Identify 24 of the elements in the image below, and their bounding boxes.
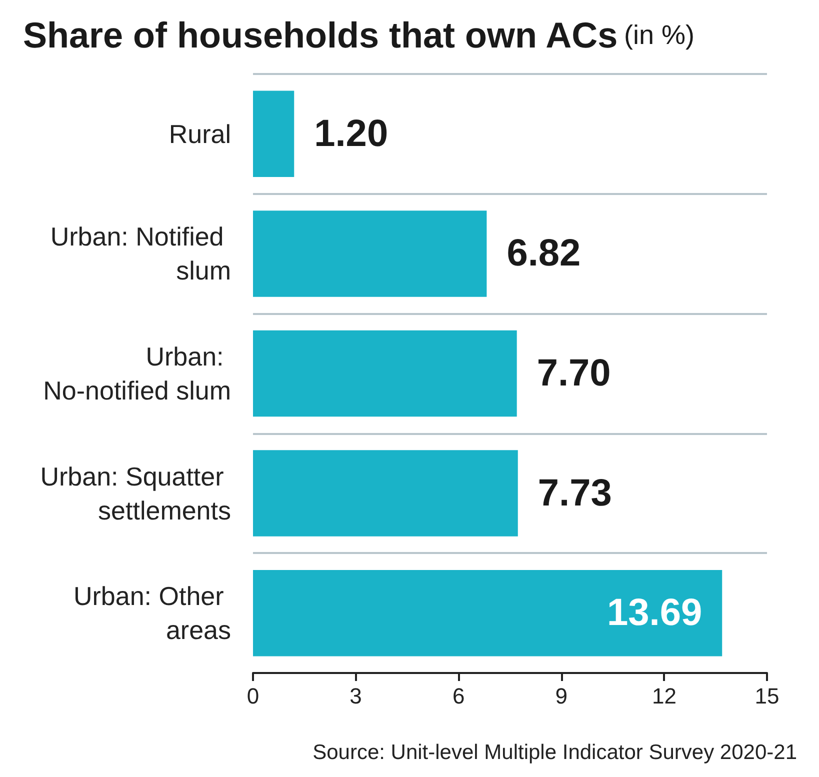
y-tick-label: Urban: No-notified slum — [43, 342, 231, 406]
data-label: 13.69 — [607, 592, 702, 634]
bar — [253, 570, 722, 656]
data-label: 7.73 — [538, 472, 612, 514]
y-tick-label: Rural — [168, 118, 231, 149]
data-label: 6.82 — [506, 232, 581, 275]
bar — [253, 450, 518, 536]
x-tick-label: 0 — [246, 684, 260, 708]
source-note: Source: Unit-level Multiple Indicator Survey 2020-21 — [312, 741, 797, 764]
y-tick-label: Urban: Squatter settlements — [40, 461, 231, 526]
bar — [253, 330, 517, 417]
y-tick-label: Urban: Other areas — [73, 581, 231, 646]
chart-subtitle: (in %) — [624, 20, 695, 50]
bar — [253, 90, 294, 178]
x-tick-label: 12 — [652, 684, 676, 708]
bar — [253, 210, 487, 297]
data-label: 1.20 — [314, 112, 388, 155]
x-tick-label: 6 — [452, 684, 465, 708]
y-tick-label: Urban: Notified slum — [50, 222, 231, 286]
data-label: 7.70 — [536, 352, 611, 394]
x-tick-label: 9 — [555, 684, 568, 708]
x-tick-label: 15 — [754, 684, 780, 708]
chart-title: Share of households that own ACs — [23, 14, 618, 56]
x-tick-label: 3 — [350, 684, 362, 708]
